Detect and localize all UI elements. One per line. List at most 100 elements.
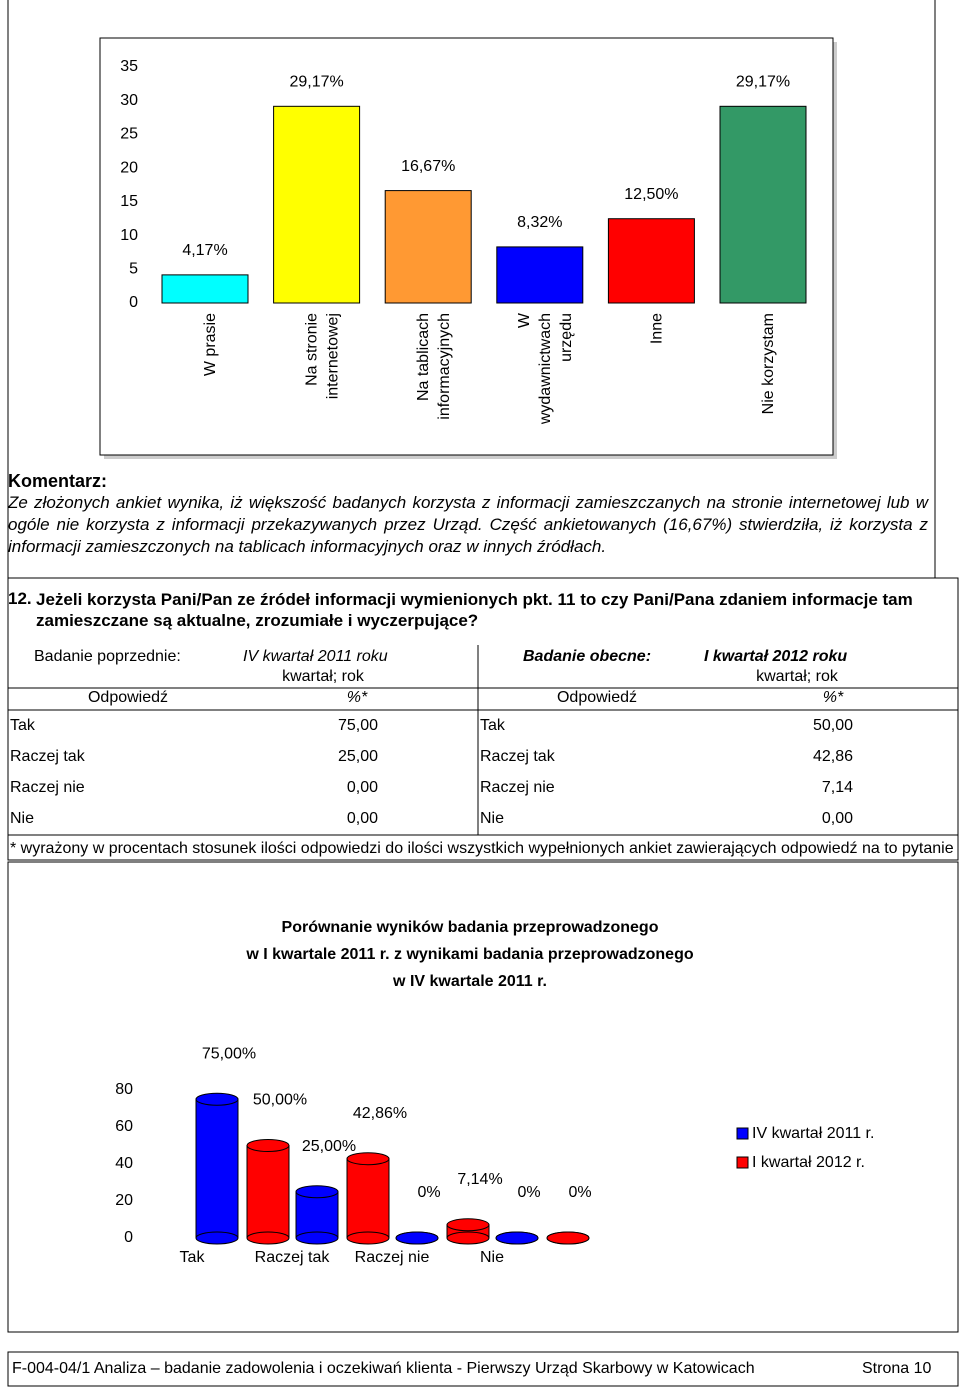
cell: Raczej tak: [480, 748, 556, 765]
cell: Tak: [10, 717, 36, 734]
chart-2: Porównanie wyników badania przeprowadzon…: [115, 919, 874, 1266]
bar: [496, 246, 584, 304]
bar: [346, 1158, 390, 1239]
cell: 0,00: [347, 810, 378, 827]
bar-base: [446, 1231, 490, 1245]
table-left-label: Badanie poprzednie:: [34, 648, 181, 665]
chart-1: 0 5 10 15 20 25 30 35 4,17% W prasie 29,17% Na stro…: [120, 58, 807, 425]
chart-title: w I kwartale 2011 r. z wynikami badania …: [245, 946, 693, 963]
cell: Nie: [10, 810, 34, 827]
bar-base: [346, 1231, 390, 1245]
cell: Nie: [480, 810, 504, 827]
legend-swatch: [736, 1156, 749, 1169]
col-header: Odpowiedź: [557, 689, 637, 706]
value-label: 50,00%: [253, 1092, 307, 1109]
footer-right: Strona 10: [862, 1360, 931, 1377]
y-tick-label: 35: [120, 58, 138, 75]
col-header: Odpowiedź: [88, 689, 168, 706]
table-left-period: IV kwartał 2011 roku: [243, 648, 388, 665]
table-note: * wyrażony w procentach stosunek ilości …: [10, 840, 954, 857]
value-label: 7,14%: [457, 1171, 502, 1188]
category-label: Raczej tak: [255, 1249, 331, 1266]
category-label: W prasie: [202, 313, 219, 376]
bar-top: [395, 1231, 439, 1245]
bar: [273, 105, 361, 304]
category-label: informacyjnych: [436, 313, 453, 420]
cell: Raczej tak: [10, 748, 86, 765]
value-label: 25,00%: [302, 1138, 356, 1155]
comment-heading: Komentarz:: [8, 471, 108, 491]
value-label: 12,50%: [624, 186, 678, 203]
y-tick-label: 20: [115, 1192, 133, 1209]
bar-top: [246, 1139, 290, 1152]
y-tick-label: 80: [115, 1081, 133, 1098]
table-left-hint: kwartał; rok: [282, 668, 365, 685]
y-tick-label: 5: [129, 261, 138, 278]
chart-title: Porównanie wyników badania przeprowadzon…: [282, 919, 659, 936]
y-tick-label: 0: [124, 1229, 133, 1246]
table-right-hint: kwartał; rok: [756, 668, 839, 685]
bar-top: [546, 1231, 590, 1245]
bar-top: [446, 1218, 490, 1232]
chart-title: w IV kwartale 2011 r.: [392, 973, 547, 990]
value-label: 4,17%: [182, 242, 227, 259]
value-label: 0%: [568, 1184, 591, 1201]
cell: Raczej nie: [10, 779, 85, 796]
category-label: Nie: [480, 1249, 504, 1266]
category-label: Na stronie: [303, 313, 320, 386]
bar: [607, 218, 695, 304]
category-label: Na tablicach: [415, 313, 432, 401]
legend-swatch: [736, 1127, 749, 1140]
cell: 25,00: [338, 748, 378, 765]
bar: [719, 105, 807, 304]
comment-text: Ze złożonych ankiet wynika, iż większość…: [8, 493, 928, 556]
question-number: 12.: [8, 589, 32, 608]
category-label: wydawnictwach: [537, 313, 554, 425]
value-label: 0%: [417, 1184, 440, 1201]
category-label: Tak: [180, 1249, 206, 1266]
category-label: W: [516, 312, 533, 328]
table-right-label: Badanie obecne:: [523, 648, 651, 665]
value-label: 8,32%: [517, 214, 562, 231]
col-header: %*: [823, 689, 844, 706]
category-label: urzędu: [558, 313, 575, 362]
category-label: Nie korzystam: [760, 313, 777, 414]
bar-base: [295, 1231, 339, 1245]
comment: Komentarz: Ze złożonych ankiet wynika, iż…: [8, 470, 928, 558]
y-tick-label: 25: [120, 126, 138, 143]
bar: [384, 190, 472, 304]
y-tick-label: 60: [115, 1118, 133, 1135]
legend-label: IV kwartał 2011 r.: [752, 1125, 874, 1142]
bar: [195, 1098, 239, 1239]
value-label: 29,17%: [736, 74, 790, 91]
category-label: internetowej: [324, 313, 341, 399]
cell: 75,00: [338, 717, 378, 734]
bar-top: [195, 1092, 239, 1106]
cell: 7,14: [822, 779, 853, 796]
cell: Raczej nie: [480, 779, 555, 796]
category-label: Raczej nie: [355, 1249, 430, 1266]
table-right-period: I kwartał 2012 roku: [704, 648, 847, 665]
category-label: Inne: [649, 313, 666, 344]
bar-top: [295, 1185, 339, 1199]
cell: 50,00: [813, 717, 853, 734]
y-tick-label: 40: [115, 1155, 133, 1172]
value-label: 0%: [517, 1184, 540, 1201]
cell: 0,00: [347, 779, 378, 796]
y-tick-label: 10: [120, 227, 138, 244]
bar: [246, 1145, 290, 1239]
y-tick-label: 15: [120, 193, 138, 210]
cell: 42,86: [813, 748, 853, 765]
value-label: 75,00%: [202, 1045, 256, 1062]
frames: [7, 0, 959, 1387]
y-tick-label: 30: [120, 92, 138, 109]
table: Badanie poprzednie: IV kwartał 2011 roku…: [10, 648, 954, 857]
bar: [161, 274, 249, 304]
col-header: %*: [347, 689, 368, 706]
bar-base: [246, 1231, 290, 1245]
value-label: 16,67%: [401, 158, 455, 175]
value-label: 29,17%: [289, 74, 343, 91]
cell: Tak: [480, 717, 506, 734]
